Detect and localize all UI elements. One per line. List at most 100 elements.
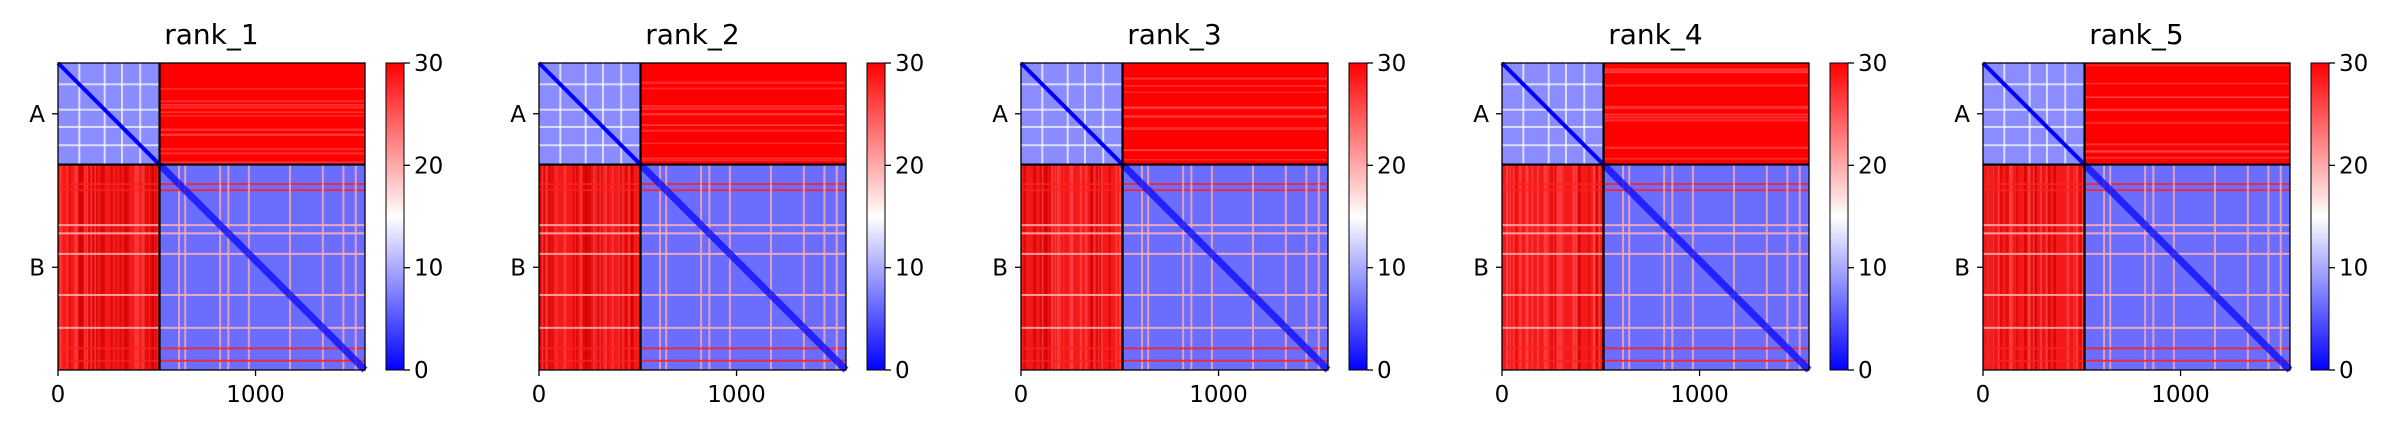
heatmap-stripe [539,232,846,235]
heatmap-stripe [584,63,587,165]
heatmap-stripe [1573,164,1576,370]
heatmap-stripe [1603,84,1809,87]
x-tick-label: 1000 [707,382,766,408]
heatmap-stripe [1045,164,1049,370]
heatmap-diagonal [1981,61,2086,166]
heatmap-stripe [2079,164,2082,370]
heatmap-diagonal [1500,61,1605,166]
colorbar-tick-label: 0 [1377,358,1392,384]
colorbar-tick-label: 30 [895,51,924,77]
y-tick-label: B [992,255,1008,281]
heatmap-stripe [2152,164,2155,370]
heatmap-stripe [1603,71,1809,74]
heatmap-stripe [2007,164,2009,370]
heatmap-stripe [640,142,846,145]
heatmap-stripe [141,164,145,370]
heatmap-stripe [708,164,711,370]
x-tick-label: 0 [532,382,547,408]
heatmap-stripe [1122,149,1328,151]
heatmap-stripe [90,164,93,370]
heatmap-stripe [1023,164,1026,370]
x-tick-label: 1000 [1189,382,1248,408]
heatmap-stripe [539,83,641,86]
heatmap-stripe [665,164,668,370]
colorbar-gradient [1829,62,1849,371]
heatmap-stripe [640,160,846,162]
heatmap-stripe [1545,164,1549,370]
chart-title: rank_4 [1608,18,1702,51]
colorbar: 0 10 20 30 [1829,51,1887,384]
heatmap-stripe [1603,116,1809,119]
heatmap-stripe [58,108,160,111]
heatmap-stripe [100,164,104,370]
heatmap-stripe [1102,63,1105,165]
heatmap-stripe [1190,164,1193,370]
heatmap-stripe [1021,183,1328,186]
heatmap-stripe [539,326,846,329]
colorbar-tick-label: 20 [414,153,443,179]
heatmap-stripe [1056,164,1059,370]
axes-frame [57,62,366,371]
heatmap-stripe [1039,164,1043,370]
heatmap-stripe [342,164,345,370]
colorbar-tick-label: 20 [2339,153,2368,179]
colorbar-tick-label: 10 [2339,256,2368,282]
x-tick-label: 0 [1976,382,1991,408]
heatmap-stripe [2072,164,2075,370]
heatmap-diagonal [1601,162,1812,373]
heatmap-stripe [2042,164,2045,370]
heatmap-stripe [58,183,365,186]
x-tick-label: 0 [1495,382,1510,408]
heatmap-stripe [2267,164,2270,370]
heatmap-stripe [2010,164,2013,370]
heatmap-stripe [1502,144,1604,147]
heatmap-stripe [640,114,846,116]
colorbar-tick-label: 30 [414,51,443,77]
heatmap-stripe [1021,293,1328,296]
heatmap-stripe [572,164,575,370]
heatmap-stripe [1041,164,1044,370]
y-tick-label: B [29,255,45,281]
colorbar-tick-label: 0 [1858,358,1873,384]
heatmap-stripe [539,125,641,128]
colorbar-gradient [2310,62,2330,371]
heatmap-stripe [1251,164,1254,370]
heatmap-stripe [1502,183,1809,186]
heatmap-stripe [1050,164,1054,370]
heatmap-stripe [1583,63,1586,165]
colorbar-gradient [866,62,886,371]
heatmap-stripe [2144,164,2147,370]
heatmap-stripe [159,128,365,131]
heatmap-stripe [159,152,365,155]
heatmap-stripe [2028,164,2032,370]
heatmap-block-A-B [2084,63,2290,165]
heatmap-stripe [1603,114,1809,116]
heatmap-stripe [1182,164,1185,370]
heatmap-stripe [58,144,160,147]
heatmap-diagonal [56,61,161,166]
heatmap-stripe [2008,164,2012,370]
heatmap-stripe [178,164,181,370]
heatmap-stripe [2084,156,2290,159]
heatmap [56,61,368,373]
heatmap-stripe [624,164,628,370]
heatmap-stripe [1069,164,1072,370]
x-tick-label: 1000 [1670,382,1729,408]
heatmap-stripe [58,347,365,350]
heatmap-stripe [2279,164,2282,370]
heatmap-stripe [1522,63,1525,165]
subplot-rank_3: rank_3 A B 0 1000 0 10 20 30 [992,18,1406,408]
heatmap-stripe [539,252,846,255]
y-tick-label: B [510,255,526,281]
heatmap-stripe [604,164,608,370]
heatmap-stripe [1983,189,2290,192]
heatmap-stripe [611,164,614,370]
heatmap-stripe [1041,63,1044,165]
heatmap-stripe [321,164,324,370]
axes-frame [1501,62,1810,371]
heatmap-stripe [92,164,95,370]
heatmap-stripe [576,164,578,370]
heatmap-stripe [582,164,585,370]
heatmap-stripe [159,115,365,117]
